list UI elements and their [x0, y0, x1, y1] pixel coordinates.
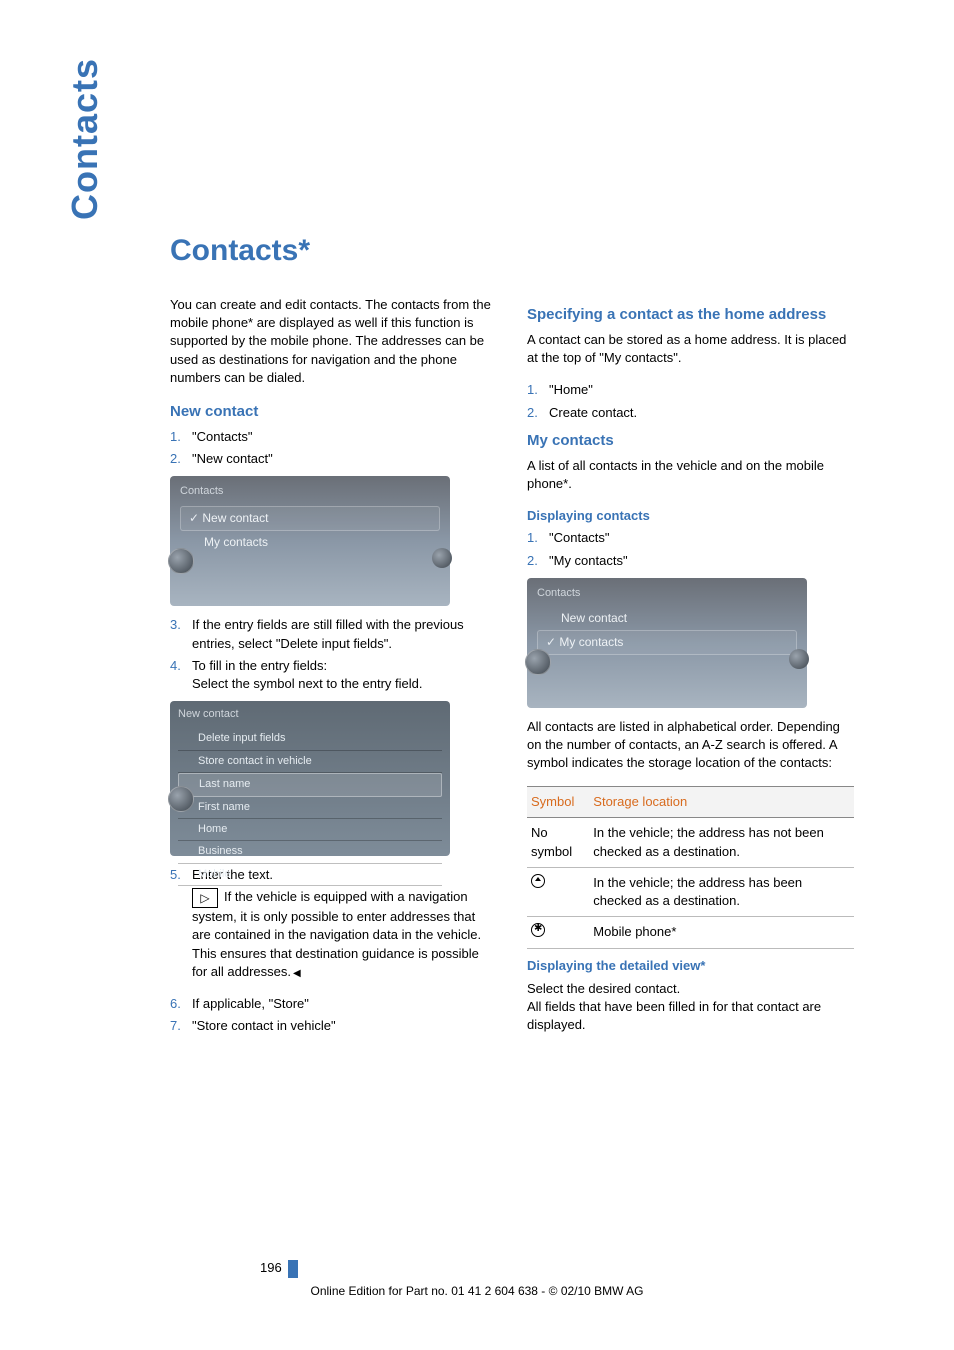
footer-text: Online Edition for Part no. 01 41 2 604 … [0, 1283, 954, 1300]
form-row: Delete input fields [178, 728, 442, 750]
table-header: Symbol [527, 787, 589, 818]
menu-item: New contact [537, 607, 797, 630]
heading-displaying-contacts: Displaying contacts [527, 507, 854, 525]
home-symbol-icon [531, 874, 545, 888]
form-row: First name [178, 797, 442, 819]
idrive-knob-icon [432, 548, 452, 568]
heading-home-address: Specifying a contact as the home address [527, 304, 854, 325]
form-row: Last name [178, 773, 442, 796]
form-row: Mobile [178, 864, 442, 886]
page-number: 196 [260, 1259, 298, 1278]
step-number: 1. [527, 381, 549, 399]
list-item: 7. "Store contact in vehicle" [170, 1017, 497, 1035]
phone-symbol-icon [531, 923, 545, 937]
menu-item: New contact [180, 506, 440, 531]
body-text: Select the desired contact. All fields t… [527, 980, 854, 1035]
screenshot-title: Contacts [537, 586, 797, 601]
symbol-table: Symbol Storage location No symbol In the… [527, 786, 854, 949]
symbol-cell [527, 917, 589, 949]
step-number: 1. [527, 529, 549, 547]
screenshot-contacts-menu: Contacts New contact My contacts [170, 476, 450, 606]
list-item: 2. "My contacts" [527, 552, 854, 570]
side-label: Contacts [60, 58, 110, 220]
step-text: If the entry fields are still filled wit… [192, 616, 497, 652]
screenshot-title: New contact [178, 707, 442, 722]
step-number: 2. [527, 552, 549, 570]
step-number: 2. [527, 404, 549, 422]
step-text: "Contacts" [192, 428, 497, 446]
menu-item: My contacts [180, 531, 440, 554]
step-text: "Store contact in vehicle" [192, 1017, 497, 1035]
list-item: 2. "New contact" [170, 450, 497, 468]
note-paragraph: ▷If the vehicle is equipped with a navig… [170, 888, 497, 981]
list-item: 4. To fill in the entry fields: Select t… [170, 657, 497, 693]
step-text: "My contacts" [549, 552, 854, 570]
step-text: Create contact. [549, 404, 854, 422]
desc-cell: In the vehicle; the address has been che… [589, 867, 854, 916]
idrive-knob-icon [168, 548, 194, 574]
body-text: All contacts are listed in alphabetical … [527, 718, 854, 773]
menu-item: My contacts [537, 630, 797, 655]
step-number: 4. [170, 657, 192, 693]
step-number: 2. [170, 450, 192, 468]
step-text: "New contact" [192, 450, 497, 468]
step-text: "Home" [549, 381, 854, 399]
step-number: 1. [170, 428, 192, 446]
symbol-cell [527, 867, 589, 916]
step-text: If applicable, "Store" [192, 995, 497, 1013]
list-item: 6. If applicable, "Store" [170, 995, 497, 1013]
left-column: You can create and edit contacts. The co… [170, 296, 497, 1048]
list-item: 1. "Home" [527, 381, 854, 399]
body-text: A contact can be stored as a home addres… [527, 331, 854, 367]
heading-my-contacts: My contacts [527, 430, 854, 451]
symbol-cell: No symbol [527, 818, 589, 867]
form-row: Business [178, 841, 442, 863]
idrive-knob-icon [525, 649, 551, 675]
note-text: If the vehicle is equipped with a naviga… [192, 889, 481, 979]
desc-cell: Mobile phone* [589, 917, 854, 949]
heading-detailed-view: Displaying the detailed view* [527, 957, 854, 975]
right-column: Specifying a contact as the home address… [527, 296, 854, 1048]
desc-cell: In the vehicle; the address has not been… [589, 818, 854, 867]
list-item: 1. "Contacts" [170, 428, 497, 446]
table-row: No symbol In the vehicle; the address ha… [527, 818, 854, 867]
step-number: 3. [170, 616, 192, 652]
list-item: 1. "Contacts" [527, 529, 854, 547]
step-text: "Contacts" [549, 529, 854, 547]
list-item: 2. Create contact. [527, 404, 854, 422]
intro-text: You can create and edit contacts. The co… [170, 296, 497, 387]
screenshot-title: Contacts [180, 484, 440, 499]
list-item: 3. If the entry fields are still filled … [170, 616, 497, 652]
screenshot-contacts-menu: Contacts New contact My contacts [527, 578, 807, 708]
body-text: A list of all contacts in the vehicle an… [527, 457, 854, 493]
note-icon: ▷ [192, 888, 218, 908]
step-number: 7. [170, 1017, 192, 1035]
idrive-knob-icon [789, 649, 809, 669]
form-row: Home [178, 819, 442, 841]
screenshot-new-contact-form: New contact Delete input fields Store co… [170, 701, 450, 856]
step-number: 6. [170, 995, 192, 1013]
table-row: In the vehicle; the address has been che… [527, 867, 854, 916]
form-row: Store contact in vehicle [178, 751, 442, 773]
page-number-bar-icon [288, 1260, 298, 1278]
table-row: Mobile phone* [527, 917, 854, 949]
page-title: Contacts* [170, 230, 854, 272]
heading-new-contact: New contact [170, 401, 497, 422]
table-header: Storage location [589, 787, 854, 818]
step-text: To fill in the entry fields: Select the … [192, 657, 497, 693]
